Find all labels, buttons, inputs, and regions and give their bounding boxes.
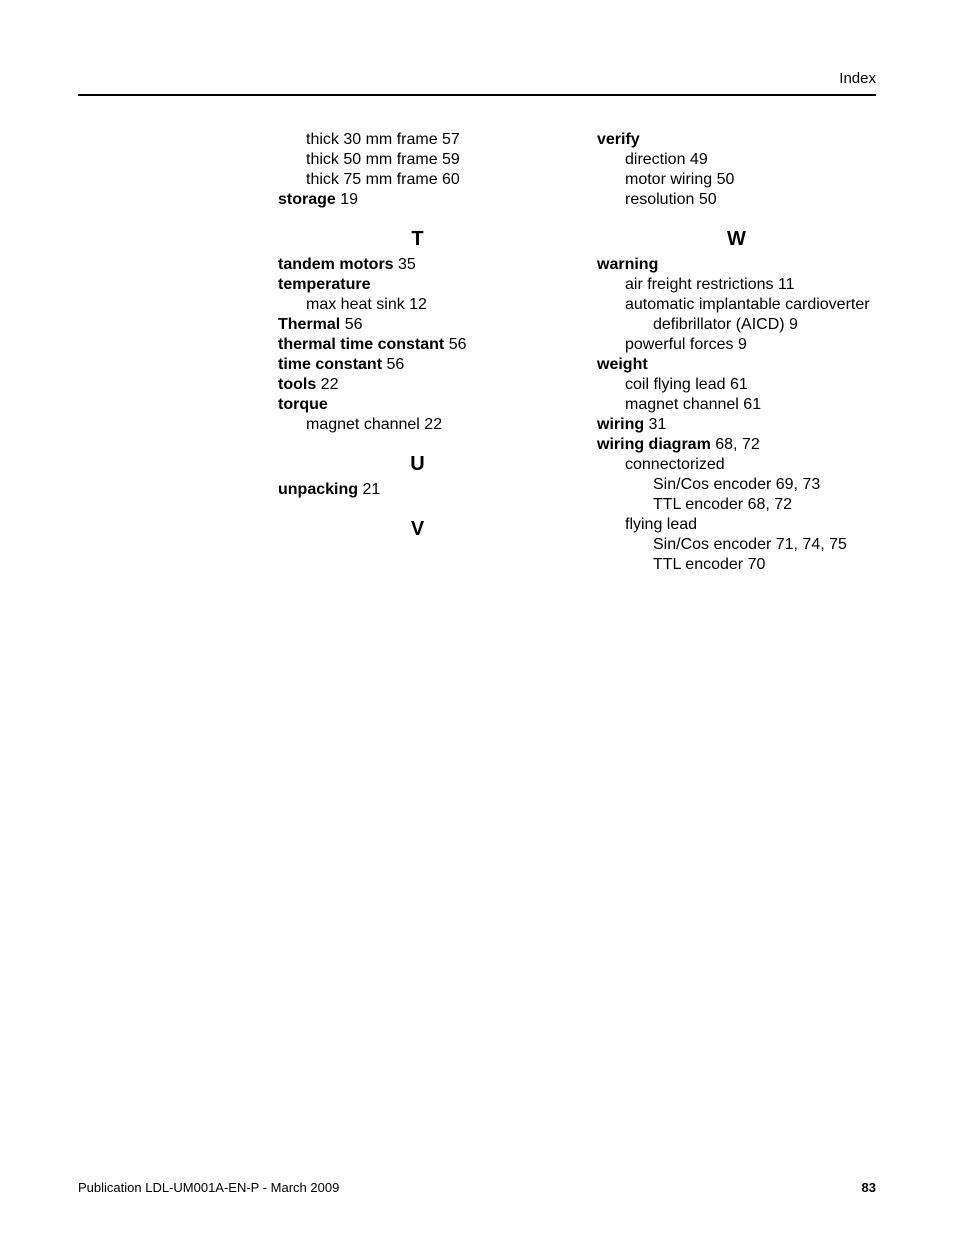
index-subentry: air freight restrictions 11 xyxy=(597,275,876,295)
index-subentry: Sin/Cos encoder 71, 74, 75 xyxy=(597,535,876,555)
index-entry: tools 22 xyxy=(278,375,557,395)
index-subentry: TTL encoder 68, 72 xyxy=(597,495,876,515)
index-entry: unpacking 21 xyxy=(278,480,557,500)
index-term: warning xyxy=(597,256,658,273)
index-entry: time constant 56 xyxy=(278,355,557,375)
index-entry: warning xyxy=(597,255,876,275)
index-page: 19 xyxy=(336,191,358,208)
index-subentry: motor wiring 50 xyxy=(597,170,876,190)
page-footer: Publication LDL-UM001A-EN-P - March 2009… xyxy=(78,1180,876,1195)
index-entry: thermal time constant 56 xyxy=(278,335,557,355)
index-subentry: flying lead xyxy=(597,515,876,535)
index-page: 35 xyxy=(394,256,416,273)
index-term: wiring xyxy=(597,416,644,433)
index-term: thermal time constant xyxy=(278,336,444,353)
index-column-left: thick 30 mm frame 57 thick 50 mm frame 5… xyxy=(278,130,557,575)
index-term: time constant xyxy=(278,356,382,373)
index-entry: thick 50 mm frame 59 xyxy=(278,150,557,170)
index-subentry: Sin/Cos encoder 69, 73 xyxy=(597,475,876,495)
index-page: 56 xyxy=(444,336,466,353)
index-subentry: direction 49 xyxy=(597,150,876,170)
index-subentry: resolution 50 xyxy=(597,190,876,210)
header-rule xyxy=(78,94,876,96)
index-page: 21 xyxy=(358,481,380,498)
index-term: torque xyxy=(278,396,328,413)
index-entry: wiring 31 xyxy=(597,415,876,435)
footer-publication: Publication LDL-UM001A-EN-P - March 2009 xyxy=(78,1180,339,1195)
index-term: tools xyxy=(278,376,316,393)
index-entry: verify xyxy=(597,130,876,150)
index-letter-v: V xyxy=(278,518,557,541)
footer-page-number: 83 xyxy=(862,1180,876,1195)
index-entry: thick 75 mm frame 60 xyxy=(278,170,557,190)
index-term: wiring diagram xyxy=(597,436,711,453)
index-columns: thick 30 mm frame 57 thick 50 mm frame 5… xyxy=(278,130,876,575)
index-entry: wiring diagram 68, 72 xyxy=(597,435,876,455)
index-term: unpacking xyxy=(278,481,358,498)
index-term: storage xyxy=(278,191,336,208)
index-subentry: max heat sink 12 xyxy=(278,295,557,315)
index-entry: tandem motors 35 xyxy=(278,255,557,275)
index-subentry: magnet channel 22 xyxy=(278,415,557,435)
index-letter-u: U xyxy=(278,453,557,476)
index-entry: thick 30 mm frame 57 xyxy=(278,130,557,150)
index-subentry: automatic implantable cardioverter defib… xyxy=(597,295,876,335)
index-page: 56 xyxy=(340,316,362,333)
index-term: weight xyxy=(597,356,648,373)
index-page: 68, 72 xyxy=(711,436,760,453)
index-entry: weight xyxy=(597,355,876,375)
index-term: Thermal xyxy=(278,316,340,333)
index-term: temperature xyxy=(278,276,370,293)
index-term: tandem motors xyxy=(278,256,394,273)
index-subentry: powerful forces 9 xyxy=(597,335,876,355)
index-page: 31 xyxy=(644,416,666,433)
index-entry: torque xyxy=(278,395,557,415)
index-term: verify xyxy=(597,131,640,148)
index-subentry: connectorized xyxy=(597,455,876,475)
index-letter-t: T xyxy=(278,228,557,251)
index-subentry-text: automatic implantable cardioverter defib… xyxy=(625,295,876,335)
page: Index thick 30 mm frame 57 thick 50 mm f… xyxy=(0,0,954,1235)
index-subentry: TTL encoder 70 xyxy=(597,555,876,575)
index-entry: storage 19 xyxy=(278,190,557,210)
header-section: Index xyxy=(839,70,876,87)
index-subentry: coil flying lead 61 xyxy=(597,375,876,395)
index-entry: Thermal 56 xyxy=(278,315,557,335)
index-column-right: verify direction 49 motor wiring 50 reso… xyxy=(597,130,876,575)
index-page: 22 xyxy=(316,376,338,393)
index-page: 56 xyxy=(382,356,404,373)
index-entry: temperature xyxy=(278,275,557,295)
index-letter-w: W xyxy=(597,228,876,251)
index-subentry: magnet channel 61 xyxy=(597,395,876,415)
